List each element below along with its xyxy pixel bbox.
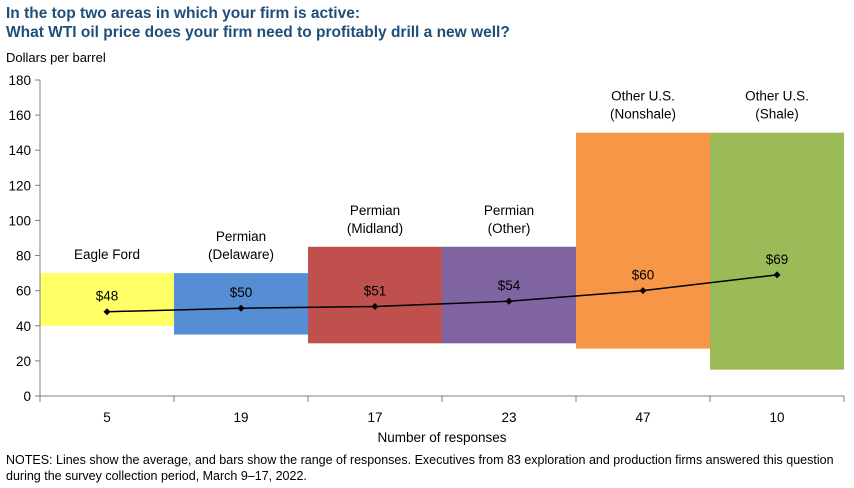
average-line — [106, 274, 778, 313]
category-label: Other U.S. — [611, 89, 675, 104]
average-value-label: $50 — [230, 285, 253, 300]
average-marker — [773, 271, 781, 279]
y-tick-label: 60 — [16, 284, 31, 299]
y-tick-label: 100 — [8, 213, 31, 228]
category-label: (Shale) — [755, 107, 799, 122]
average-marker — [371, 302, 379, 310]
category-label: (Delaware) — [208, 247, 274, 262]
x-tick-label: 5 — [103, 410, 111, 425]
average-value-label: $69 — [766, 252, 789, 267]
average-marker — [103, 308, 111, 316]
y-tick-label: 0 — [23, 389, 31, 404]
average-value-label: $48 — [96, 289, 119, 304]
average-marker — [639, 287, 647, 295]
average-marker — [505, 297, 513, 305]
y-tick-label: 160 — [8, 108, 31, 123]
category-label: (Midland) — [347, 221, 403, 236]
y-tick-label: 140 — [8, 143, 31, 158]
range-bar — [710, 132, 844, 370]
y-tick-label: 40 — [16, 319, 31, 334]
category-label: (Nonshale) — [610, 107, 676, 122]
title-line-1: In the top two areas in which your firm … — [6, 5, 360, 22]
category-label: Eagle Ford — [74, 247, 140, 262]
category-label: Permian — [216, 229, 266, 244]
average-value-label: $54 — [498, 278, 521, 293]
x-tick-label: 19 — [233, 410, 248, 425]
y-tick-label: 180 — [8, 73, 31, 88]
chart-title: In the top two areas in which your firm … — [6, 4, 510, 42]
average-value-label: $60 — [632, 268, 655, 283]
range-bar — [442, 246, 576, 344]
x-tick-label: 47 — [635, 410, 650, 425]
range-bar — [174, 273, 308, 335]
y-tick-label: 80 — [16, 249, 31, 264]
range-bar — [576, 132, 710, 349]
notes-text: NOTES: Lines show the average, and bars … — [6, 453, 834, 483]
x-axis-title: Number of responses — [377, 430, 506, 445]
range-bar — [40, 273, 174, 326]
category-label: Permian — [350, 203, 400, 218]
category-label: Permian — [484, 203, 534, 218]
category-label: Other U.S. — [745, 89, 809, 104]
range-bar — [308, 246, 442, 344]
average-marker — [237, 304, 245, 312]
y-tick-label: 120 — [8, 178, 31, 193]
x-tick-label: 23 — [501, 410, 516, 425]
y-axis-label: Dollars per barrel — [6, 50, 106, 65]
y-tick-label: 20 — [16, 354, 31, 369]
x-tick-label: 10 — [769, 410, 784, 425]
average-value-label: $51 — [364, 283, 387, 298]
title-line-2: What WTI oil price does your firm need t… — [6, 24, 510, 41]
range-chart: 0 20 40 60 80 100 120 140 160 180 5 19 17 23 47 10 Numbe… — [8, 73, 845, 445]
category-label: (Other) — [488, 221, 531, 236]
x-tick-label: 17 — [367, 410, 382, 425]
